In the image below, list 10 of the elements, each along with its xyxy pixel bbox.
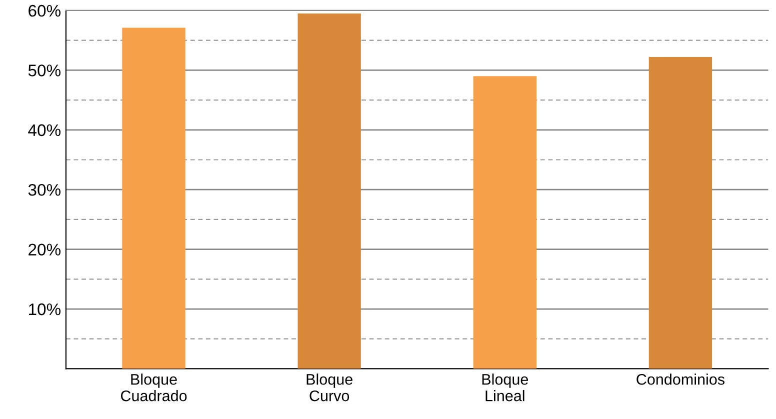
y-tick-label: 30% — [28, 184, 61, 196]
x-tick-label: Bloque Lineal — [482, 374, 528, 402]
y-tick-label: 20% — [28, 244, 61, 256]
x-tick-label: Bloque Curvo — [306, 374, 352, 402]
y-tick-label: 40% — [28, 124, 61, 136]
y-tick-label: 60% — [28, 4, 61, 17]
x-tick-label: Bloque Cuadrado — [120, 374, 187, 402]
y-tick-label: 50% — [28, 64, 61, 76]
y-tick-label: 10% — [29, 303, 61, 316]
x-tick-label: Condominios — [636, 374, 724, 385]
